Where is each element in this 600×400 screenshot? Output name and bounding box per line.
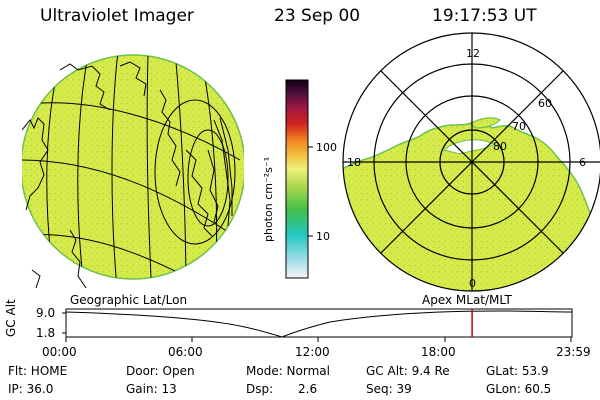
colorbar-tick-10: 10 — [316, 230, 330, 243]
coastlines — [22, 61, 233, 289]
colorbar-unit-label: photon cm⁻²s⁻¹ — [262, 156, 275, 242]
info-gc-alt: GC Alt: 9.4 Re — [366, 364, 450, 378]
altitude-plot — [62, 308, 573, 342]
info-dsp-label: Dsp: — [246, 382, 274, 396]
info-glat: GLat: 53.9 — [486, 364, 549, 378]
info-gain: Gain: 13 — [126, 382, 177, 396]
colorbar — [285, 79, 313, 279]
left-panel-label: Geographic Lat/Lon — [70, 293, 188, 307]
time-label: 19:17:53 UT — [432, 6, 537, 26]
colorbar-tick-100: 100 — [316, 141, 337, 154]
x-tick-2359: 23:59 — [556, 345, 591, 359]
geographic-panel — [22, 54, 244, 289]
instrument-title: Ultraviolet Imager — [40, 6, 194, 26]
info-flt: Flt: HOME — [8, 364, 68, 378]
altitude-curve — [65, 310, 573, 338]
mlat-label-70: 70 — [512, 120, 526, 133]
info-glon: GLon: 60.5 — [486, 382, 552, 396]
info-seq: Seq: 39 — [366, 382, 412, 396]
mlat-label-80: 80 — [493, 140, 507, 153]
polar-grid — [342, 32, 600, 292]
mlt-label-0: 0 — [469, 277, 476, 290]
right-panel-label: Apex MLat/MLT — [422, 293, 512, 307]
info-mode: Mode: Normal — [246, 364, 330, 378]
x-tick-1800: 18:00 — [421, 345, 456, 359]
altitude-plot-frame — [65, 308, 573, 338]
mlt-label-6: 6 — [579, 156, 586, 169]
polar-panel — [342, 32, 600, 292]
mlt-label-18: 18 — [347, 156, 361, 169]
altitude-ylabel: GC Alt — [4, 299, 18, 337]
date-label: 23 Sep 00 — [274, 6, 361, 26]
altitude-ymin: 1.8 — [36, 326, 56, 340]
mlat-label-60: 60 — [538, 97, 552, 110]
mlt-label-12: 12 — [466, 47, 480, 60]
info-dsp-value: 2.6 — [298, 382, 318, 396]
colorbar-scale — [285, 79, 309, 279]
altitude-ymax: 9.0 — [36, 306, 56, 320]
x-tick-1200: 12:00 — [295, 345, 330, 359]
info-door: Door: Open — [126, 364, 195, 378]
x-tick-0600: 06:00 — [168, 345, 203, 359]
info-ip: IP: 36.0 — [8, 382, 54, 396]
earth-disk — [22, 54, 244, 280]
x-tick-0000: 00:00 — [42, 345, 77, 359]
